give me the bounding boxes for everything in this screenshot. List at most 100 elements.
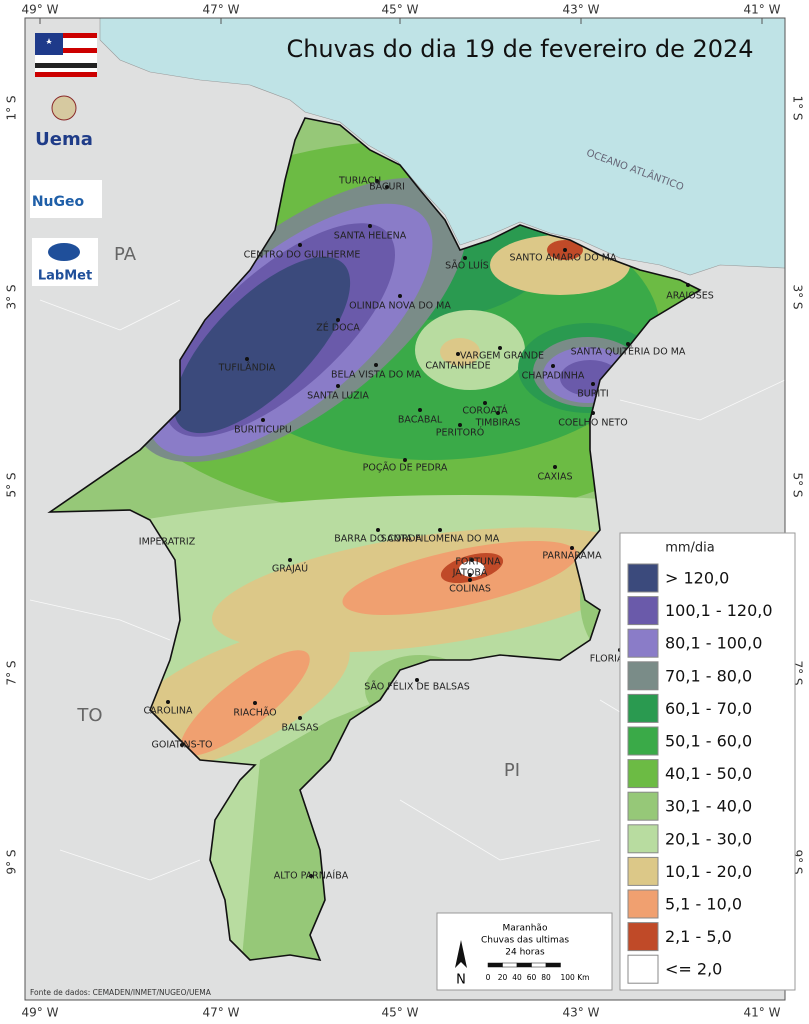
longitude-label: 49° W [22,1006,59,1020]
scale-segment [502,962,518,968]
city-label: COLINAS [449,584,491,595]
graticule: 49° W 49° W 47° W 47° W 45° W 45° W 43° W 43° W… [5,3,805,1020]
city-dot [298,243,302,247]
city-dot [496,411,500,415]
scale-bar: 0 20 40 60 80 100 Km [486,962,590,982]
city-label: BACURI [369,182,405,193]
latitude-label: 3° S [791,284,805,309]
city-label: BURITICUPU [234,425,292,436]
city-dot [470,558,474,562]
labmet-logo: LabMet [38,269,92,284]
city-label: BALSAS [281,723,318,734]
city-dot [415,678,419,682]
city-dot [626,342,630,346]
city-dot [336,384,340,388]
city-dot [438,528,442,532]
city-dot [551,364,555,368]
city-label: COELHO NETO [558,418,627,429]
city-dot [298,716,302,720]
legend-label: 10,1 - 20,0 [665,862,752,881]
longitude-label: 41° W [744,1006,781,1020]
legend-label: > 120,0 [665,569,729,588]
city-dot [398,294,402,298]
legend-label: 20,1 - 30,0 [665,829,752,848]
north-arrow [455,940,467,968]
longitude-label: 45° W [382,1006,419,1020]
city-label: CANTANHEDE [425,361,490,372]
latitude-label: 9° S [5,849,19,874]
city-dot [456,352,460,356]
city-label: TURIAÇU [338,176,381,187]
legend-label: 30,1 - 40,0 [665,797,752,816]
city-label: CAROLINA [144,706,193,717]
legend-title: mm/dia [665,541,715,556]
scale-segment [487,962,503,968]
city-label: ZÉ DOCA [316,322,360,334]
nugeo-logo: NuGeo [32,194,85,210]
city-label: BELA VISTA DO MA [331,370,421,381]
legend-swatch [627,628,659,658]
source: Fonte de dados: CEMADEN/INMET/NUGEO/UEMA [30,988,212,997]
scale-box: Maranhão Chuvas das ultimas 24 horas N 0… [436,912,613,991]
legend-swatch [627,922,659,952]
city-label: SANTA LUZIA [307,391,369,402]
city-label: GOIATINS-TO [152,740,213,751]
uema-logo: Uema [35,129,93,150]
city-dot [261,418,265,422]
city-dot [288,558,292,562]
city-dot [403,458,407,462]
city-dot [180,743,184,747]
scale-segment [531,962,547,968]
city-label: SANTO AMARO DO MA [510,253,617,264]
longitude-label: 49° W [22,3,59,17]
longitude-label: 43° W [563,3,600,17]
legend-swatch [627,791,659,821]
city-label: SANTA HELENA [334,231,407,242]
city-dot [468,573,472,577]
city-label: CENTRO DO GUILHERME [244,250,361,261]
city-label: SANTA FILOMENA DO MA [381,534,500,545]
legend-swatch [627,759,659,789]
legend-swatch [627,693,659,723]
city-dot [458,423,462,427]
city-dot [375,179,379,183]
legend-swatch [627,856,659,886]
city-label: CHAPADINHA [522,371,585,382]
scale-segment [545,962,561,968]
city-label: FORTUNA [455,557,501,568]
latitude-label: 5° S [791,472,805,497]
scale-label: 100 Km [561,973,590,982]
city-label: PERITORÓ [436,427,485,439]
legend-label: 80,1 - 100,0 [665,634,762,653]
city-label: TUFILÂNDIA [218,362,276,374]
region-label: PA [114,244,137,265]
legend: > 120,0 100,1 - 120,0 80,1 - 100,0 70,1 - 8… [627,563,773,984]
city-label: PARNARAMA [542,551,602,562]
scale-label: 20 [498,973,508,982]
city-dot [166,700,170,704]
city-label: SÃO FÉLIX DE BALSAS [364,681,470,693]
scale-title: 24 horas [505,948,545,958]
city-dot [376,528,380,532]
region-label: TO [76,705,102,726]
legend-swatch [627,954,659,984]
scale-title: Chuvas das ultimas [481,936,569,946]
city-label: CAXIAS [538,472,573,483]
scale-label: 0 [486,973,491,982]
city-dot [570,546,574,550]
legend-swatch [627,824,659,854]
city-dot [253,701,257,705]
scale-label: 60 [527,973,537,982]
city-dot [309,874,313,878]
city-dot [368,224,372,228]
city-label: BARRA DO CORDA [334,534,422,545]
city-dot [385,185,389,189]
city-label: VARGEM GRANDE [460,351,544,362]
city-label: TIMBIRAS [475,418,521,429]
map-title: Chuvas do dia 19 de fevereiro de 2024 [286,35,753,63]
city-dot [591,411,595,415]
city-dot [463,256,467,260]
city-dot [591,382,595,386]
city-label: SÃO LUÍS [445,260,489,272]
